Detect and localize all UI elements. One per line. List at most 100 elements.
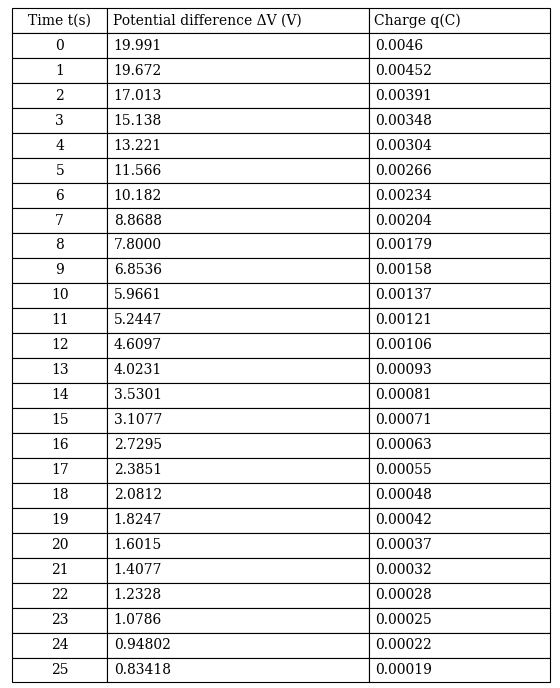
Bar xyxy=(107,133,369,158)
Text: 2.3851: 2.3851 xyxy=(114,463,162,477)
Text: 1.2328: 1.2328 xyxy=(114,588,162,602)
Text: 11: 11 xyxy=(51,314,69,327)
Text: 5.9661: 5.9661 xyxy=(114,288,162,303)
Text: 15.138: 15.138 xyxy=(114,114,162,128)
Text: 3.1077: 3.1077 xyxy=(114,413,162,427)
Bar xyxy=(12,333,107,358)
Bar xyxy=(369,108,550,133)
Text: 1: 1 xyxy=(55,64,64,78)
Text: 0.00063: 0.00063 xyxy=(375,438,432,452)
Text: 7.8000: 7.8000 xyxy=(114,239,162,252)
Bar xyxy=(369,508,550,533)
Bar xyxy=(369,658,550,682)
Bar xyxy=(107,533,369,558)
Bar xyxy=(107,158,369,183)
Text: 0.00266: 0.00266 xyxy=(375,164,432,178)
Bar xyxy=(369,208,550,233)
Text: 2.7295: 2.7295 xyxy=(114,438,162,452)
Text: 0.94802: 0.94802 xyxy=(114,638,170,652)
Bar xyxy=(107,183,369,208)
Text: 0.00093: 0.00093 xyxy=(375,363,432,377)
Text: 16: 16 xyxy=(51,438,68,452)
Text: 23: 23 xyxy=(51,613,68,627)
Bar xyxy=(107,458,369,483)
Bar xyxy=(107,632,369,658)
Bar xyxy=(369,158,550,183)
Text: 5.2447: 5.2447 xyxy=(114,314,162,327)
Text: 7: 7 xyxy=(55,213,64,228)
Text: 0.00158: 0.00158 xyxy=(375,264,432,277)
Text: 0.00304: 0.00304 xyxy=(375,138,432,153)
Text: 8: 8 xyxy=(55,239,64,252)
Bar xyxy=(369,233,550,258)
Bar xyxy=(369,358,550,383)
Bar xyxy=(369,458,550,483)
Bar xyxy=(107,233,369,258)
Bar xyxy=(107,583,369,608)
Text: 8.8688: 8.8688 xyxy=(114,213,162,228)
Text: 20: 20 xyxy=(51,538,68,552)
Bar xyxy=(12,258,107,283)
Bar xyxy=(12,58,107,83)
Text: 24: 24 xyxy=(51,638,68,652)
Bar xyxy=(369,33,550,58)
Bar xyxy=(12,108,107,133)
Text: 10: 10 xyxy=(51,288,68,303)
Text: 4.6097: 4.6097 xyxy=(114,338,162,352)
Text: 18: 18 xyxy=(51,488,68,502)
Text: Charge q(C): Charge q(C) xyxy=(374,14,461,28)
Bar xyxy=(107,58,369,83)
Text: 13: 13 xyxy=(51,363,68,377)
Bar xyxy=(107,33,369,58)
Bar xyxy=(107,658,369,682)
Text: 0: 0 xyxy=(55,39,64,53)
Bar xyxy=(12,658,107,682)
Text: 0.00042: 0.00042 xyxy=(375,513,432,527)
Bar xyxy=(12,358,107,383)
Bar xyxy=(107,333,369,358)
Text: 12: 12 xyxy=(51,338,68,352)
Bar xyxy=(107,383,369,408)
Text: 3.5301: 3.5301 xyxy=(114,388,162,402)
Bar xyxy=(369,632,550,658)
Bar xyxy=(12,508,107,533)
Text: 19.672: 19.672 xyxy=(114,64,162,78)
Bar xyxy=(12,8,107,33)
Text: 0.00452: 0.00452 xyxy=(375,64,432,78)
Text: 17: 17 xyxy=(51,463,69,477)
Bar xyxy=(107,308,369,333)
Bar xyxy=(12,183,107,208)
Bar xyxy=(107,408,369,433)
Bar xyxy=(369,183,550,208)
Text: 3: 3 xyxy=(55,114,64,128)
Text: 0.00019: 0.00019 xyxy=(375,663,432,677)
Bar xyxy=(107,283,369,308)
Bar xyxy=(369,83,550,108)
Bar xyxy=(369,408,550,433)
Text: 21: 21 xyxy=(51,563,68,577)
Bar xyxy=(12,483,107,508)
Bar xyxy=(369,608,550,632)
Text: 0.00348: 0.00348 xyxy=(375,114,432,128)
Bar xyxy=(369,283,550,308)
Bar xyxy=(12,308,107,333)
Bar xyxy=(107,208,369,233)
Text: 6: 6 xyxy=(55,189,64,202)
Bar xyxy=(12,133,107,158)
Text: 15: 15 xyxy=(51,413,68,427)
Bar xyxy=(12,608,107,632)
Bar xyxy=(107,83,369,108)
Text: 1.8247: 1.8247 xyxy=(114,513,162,527)
Text: 1.6015: 1.6015 xyxy=(114,538,162,552)
Text: 0.00204: 0.00204 xyxy=(375,213,432,228)
Bar xyxy=(12,158,107,183)
Text: 2: 2 xyxy=(55,89,64,103)
Bar xyxy=(12,433,107,458)
Bar xyxy=(12,283,107,308)
Bar xyxy=(12,233,107,258)
Bar xyxy=(369,333,550,358)
Text: 4: 4 xyxy=(55,138,64,153)
Text: 19: 19 xyxy=(51,513,68,527)
Text: 0.00137: 0.00137 xyxy=(375,288,432,303)
Text: 1.4077: 1.4077 xyxy=(114,563,162,577)
